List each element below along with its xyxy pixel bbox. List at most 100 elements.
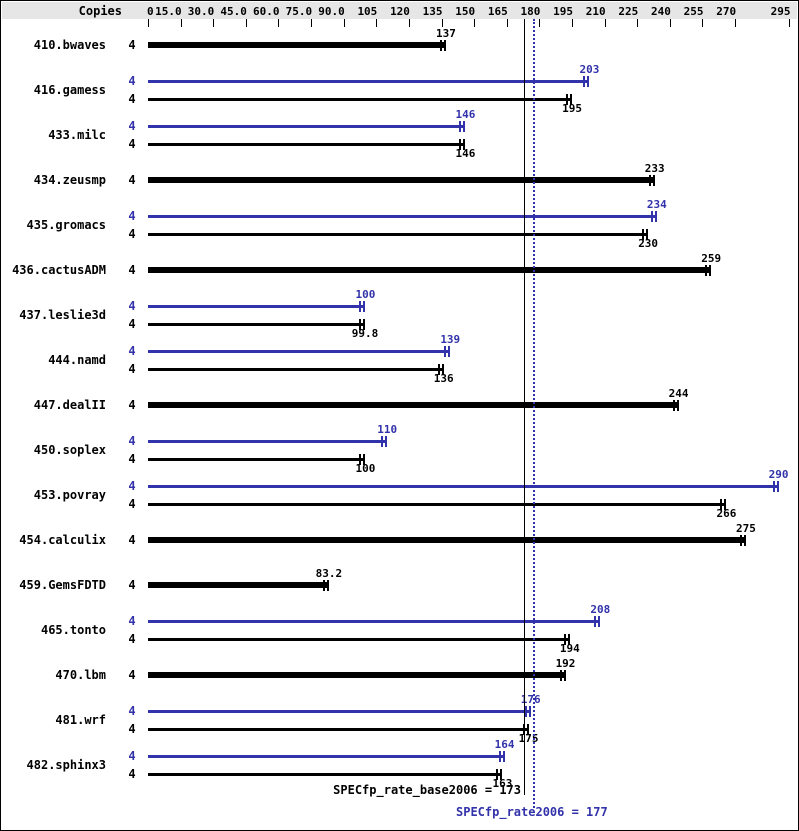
result-bar-base: [148, 582, 329, 588]
result-value-label: 164: [494, 738, 515, 751]
bar-end-tick: [559, 669, 562, 681]
bar-end-tick: [709, 264, 712, 276]
benchmark-name: 437.leslie3d: [19, 307, 106, 322]
bar-end-tick: [359, 453, 362, 465]
axis-tick-label: 120: [390, 5, 410, 18]
result-bar-base: [148, 142, 466, 146]
bar-end-tick: [437, 363, 440, 375]
copies-value: 4: [128, 317, 136, 331]
result-value-label: 266: [716, 507, 737, 520]
bar-end-tick: [724, 498, 727, 510]
benchmark-row: 447.dealII 4 244: [1, 383, 798, 428]
benchmark-name: 436.cactusADM: [12, 262, 106, 277]
result-value-label: 203: [579, 63, 600, 76]
result-bar-base: [148, 727, 529, 731]
copies-value: 4: [128, 137, 136, 151]
bar-end-tick: [583, 75, 586, 87]
bar-end-tick: [322, 579, 325, 591]
result-bar-base: [148, 637, 570, 641]
result-value-label: 83.2: [315, 567, 343, 580]
bar-end-tick: [563, 633, 566, 645]
bar-end-tick: [498, 750, 501, 762]
result-bar-base: [148, 97, 573, 101]
bar-end-tick: [567, 633, 570, 645]
benchmark-row: 444.namd 4 139 4 136: [1, 334, 798, 385]
copies-value: 4: [128, 749, 136, 763]
axis-tick-label: 225: [618, 5, 639, 18]
result-value-label: 176: [520, 693, 541, 706]
result-value-label: 259: [701, 252, 722, 265]
axis-tick-mark: [604, 19, 606, 27]
axis-tick-mark: [343, 19, 345, 27]
axis-tick-label: 255: [683, 5, 704, 18]
benchmark-name: 435.gromacs: [26, 217, 106, 232]
result-bar-peak: [148, 304, 366, 308]
bar-end-tick: [566, 93, 569, 105]
bar-end-tick: [385, 435, 388, 447]
copies-value: 4: [128, 398, 136, 412]
bar-end-tick: [642, 228, 645, 240]
bar-end-tick: [739, 534, 742, 546]
copies-value: 4: [128, 119, 136, 133]
reference-line-base: [524, 19, 526, 795]
axis-tick-label: 60.0: [252, 5, 280, 18]
copies-value: 4: [128, 173, 136, 187]
axis-tick-mark: [572, 19, 574, 27]
result-value-label: 194: [559, 642, 580, 655]
bar-end-tick: [363, 300, 366, 312]
benchmark-row: 435.gromacs 4 234 4 230: [1, 199, 798, 250]
copies-value: 4: [128, 344, 136, 358]
axis-tick-mark: [637, 19, 639, 27]
result-value-label: 146: [455, 147, 476, 160]
result-bar-peak: [148, 484, 779, 488]
copies-value: 4: [128, 263, 136, 277]
benchmark-name: 482.sphinx3: [26, 757, 106, 772]
result-value-label: 208: [590, 603, 611, 616]
result-bar-peak: [148, 709, 531, 713]
result-bar-peak: [148, 79, 590, 83]
axis-tick-mark: [441, 19, 443, 27]
benchmark-row: 434.zeusmp 4 233: [1, 158, 798, 203]
bar-end-tick: [463, 120, 466, 132]
axis-tick-label: 30.0: [187, 5, 215, 18]
copies-value: 4: [128, 362, 136, 376]
result-value-label: 275: [736, 522, 756, 535]
benchmark-name: 433.milc: [48, 127, 106, 142]
benchmark-row: 433.milc 4 146 4 146: [1, 109, 798, 160]
bar-end-tick: [463, 138, 466, 150]
copies-column-header: Copies: [78, 4, 122, 18]
axis-tick-label: 90.0: [318, 5, 345, 18]
bar-end-tick: [444, 345, 447, 357]
copies-value: 4: [128, 614, 136, 628]
benchmark-row: 470.lbm 4 192: [1, 653, 798, 698]
copies-value: 4: [128, 479, 136, 493]
result-value-label: 244: [668, 387, 689, 400]
result-value-label: 163: [492, 777, 513, 790]
bar-end-tick: [459, 120, 462, 132]
benchmark-name: 450.soplex: [33, 442, 106, 457]
copies-value: 4: [128, 497, 136, 511]
base-result-summary: SPECfp_rate_base2006 = 173: [333, 783, 521, 797]
axis-tick-label: 195: [553, 5, 574, 18]
bar-end-tick: [359, 300, 362, 312]
copies-value: 4: [128, 767, 136, 781]
result-value-label: 99.8: [351, 327, 379, 340]
result-value-label: 100: [355, 462, 376, 475]
result-value-label: 100: [355, 288, 376, 301]
benchmark-row: 416.gamess 4 203 4 195: [1, 64, 798, 115]
bar-end-tick: [526, 723, 529, 735]
result-bar-peak: [148, 214, 657, 218]
bar-end-tick: [772, 480, 775, 492]
axis-tick-label: 105: [357, 5, 378, 18]
bar-end-tick: [652, 174, 655, 186]
axis-tick-label: 75.0: [285, 5, 313, 18]
copies-value: 4: [128, 38, 136, 52]
axis-tick-label: 15.0: [155, 5, 182, 18]
benchmark-row: 454.calculix 4 275: [1, 518, 798, 563]
axis-tick-mark: [180, 19, 182, 27]
plot-area: 410.bwaves 4 137 416.gamess 4 203 4 195 433.milc…: [1, 19, 798, 830]
result-value-label: 192: [555, 657, 576, 670]
axis-tick-mark: [148, 19, 149, 27]
benchmark-row: 410.bwaves 4 137: [1, 23, 798, 68]
bar-end-tick: [441, 363, 444, 375]
